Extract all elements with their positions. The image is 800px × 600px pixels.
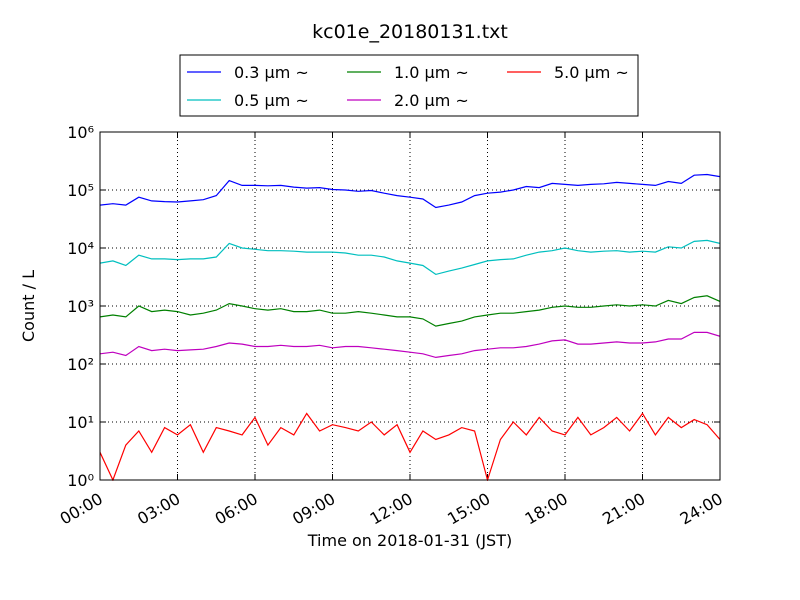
y-tick-label: 10¹: [67, 413, 94, 432]
y-tick-label: 10⁴: [67, 239, 94, 258]
y-tick-label: 10⁵: [67, 181, 94, 200]
series-line: [100, 331, 720, 359]
legend-label: 5.0 μm ~: [554, 63, 629, 82]
series-line: [100, 239, 720, 276]
legend-box: [179, 54, 639, 117]
legend-label: 1.0 μm ~: [394, 63, 469, 82]
chart-title: kc01e_20180131.txt: [312, 21, 508, 43]
series-line: [100, 295, 720, 327]
y-tick-label: 10⁰: [67, 471, 94, 490]
legend-label: 0.3 μm ~: [234, 63, 309, 82]
x-axis-label: Time on 2018-01-31 (JST): [307, 531, 512, 550]
series-line: [100, 412, 720, 481]
y-tick-label: 10²: [67, 355, 94, 374]
legend-label: 0.5 μm ~: [234, 91, 309, 110]
y-axis-label: Count / L: [19, 270, 38, 342]
legend-label: 2.0 μm ~: [394, 91, 469, 110]
y-tick-label: 10⁶: [67, 123, 94, 142]
plot-frame: [99, 131, 721, 481]
series-line: [100, 173, 720, 209]
y-tick-label: 10³: [67, 297, 94, 316]
